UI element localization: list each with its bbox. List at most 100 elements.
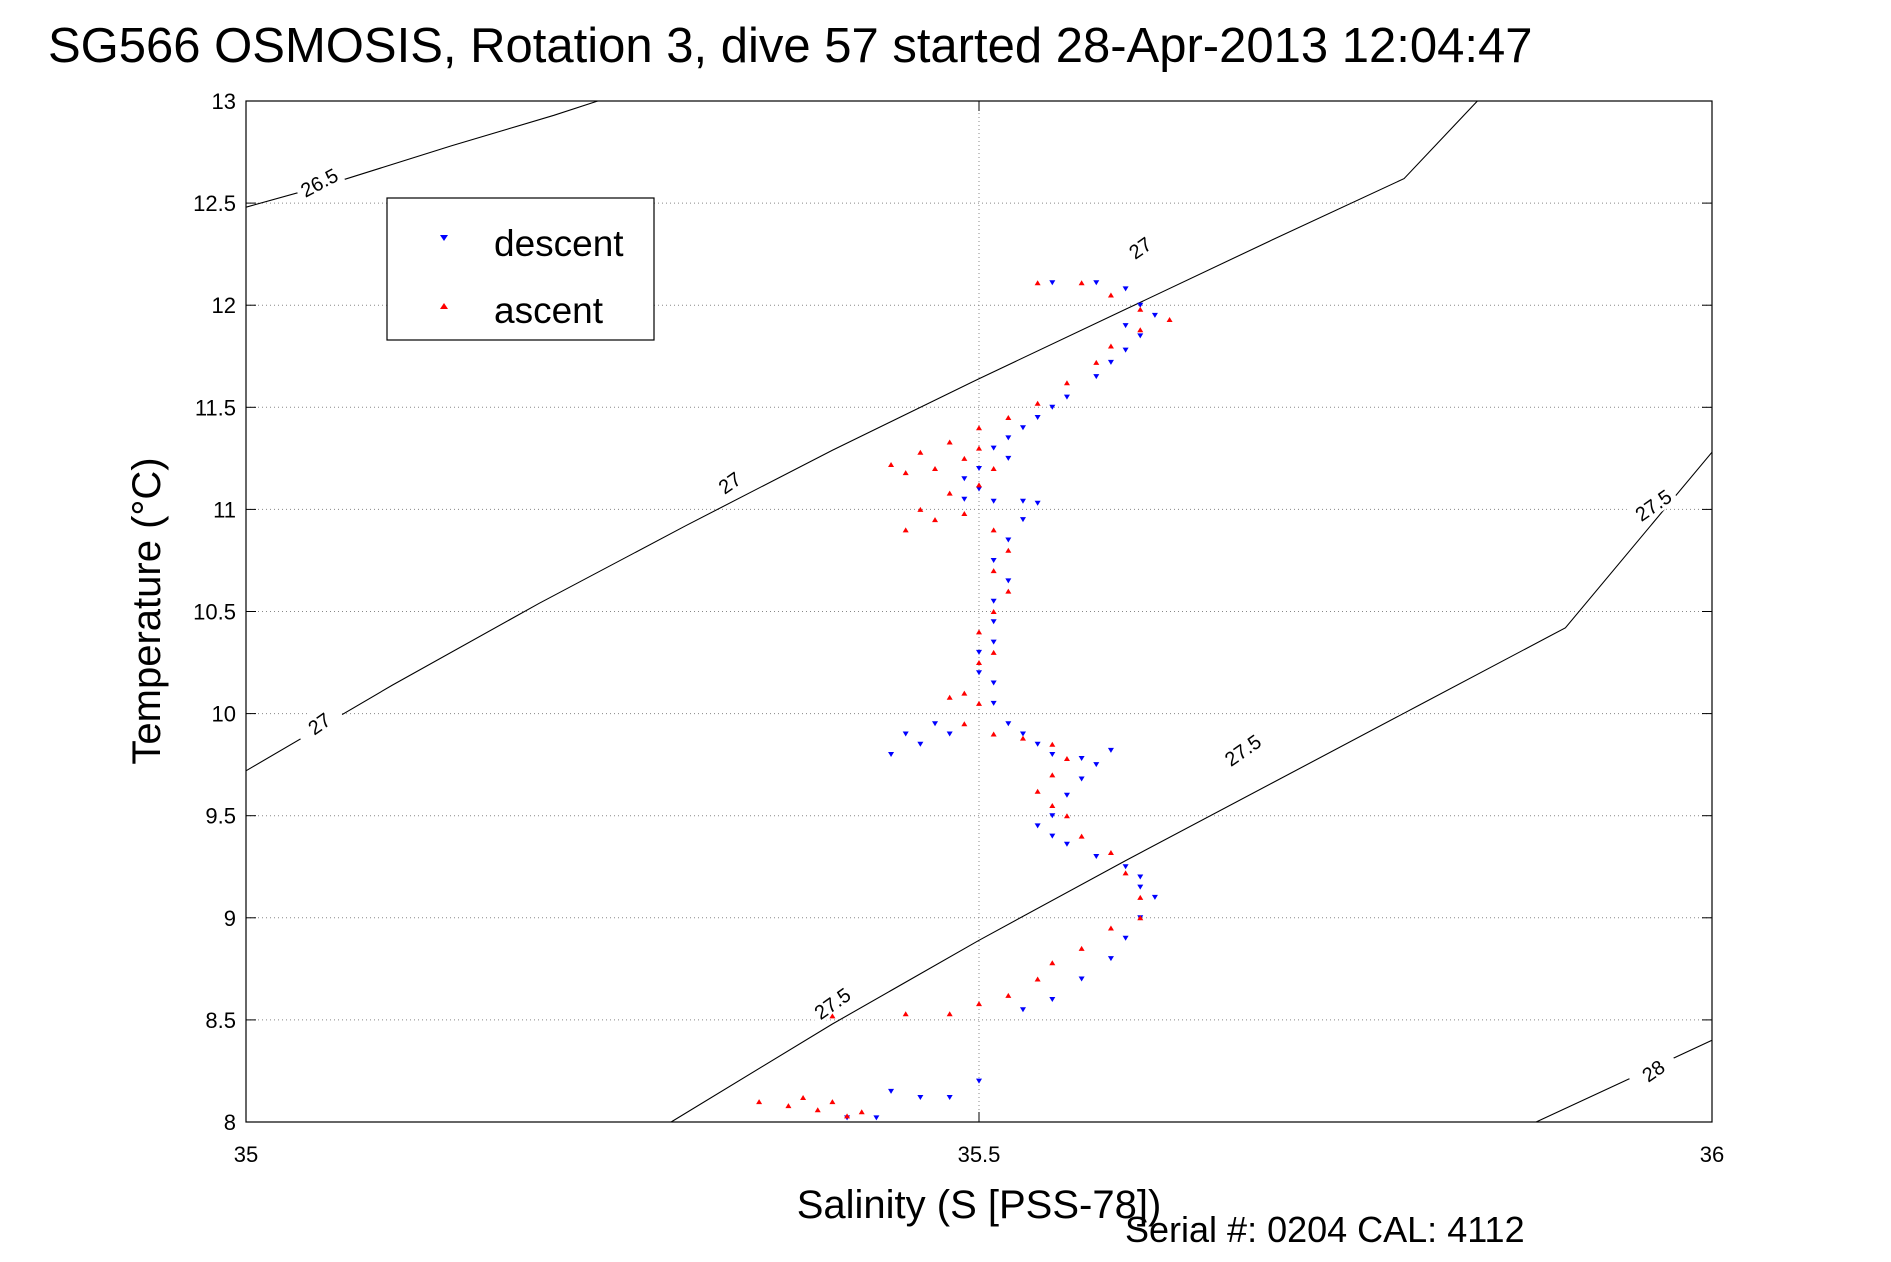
descent-point bbox=[1137, 302, 1144, 308]
contour-label-bg bbox=[1215, 725, 1269, 773]
descent-point bbox=[1049, 404, 1056, 410]
descent-point bbox=[1137, 884, 1144, 890]
ascent-point bbox=[961, 690, 968, 696]
ascent-point bbox=[888, 461, 895, 467]
descent-point bbox=[976, 670, 982, 676]
ascent-point bbox=[976, 445, 982, 451]
ascent-point bbox=[1019, 735, 1026, 741]
ascent-point bbox=[1063, 813, 1070, 819]
contour-label-bg bbox=[804, 978, 858, 1026]
ascent-point bbox=[829, 1099, 836, 1105]
descent-point bbox=[1137, 874, 1144, 880]
descent-point bbox=[1107, 359, 1114, 365]
x-axis-label: Salinity (S [PSS-78]) bbox=[797, 1183, 1162, 1227]
x-tick-label: 35 bbox=[234, 1142, 258, 1167]
legend-ascent-marker bbox=[440, 303, 448, 309]
ascent-point bbox=[1107, 292, 1114, 298]
contour-label-bg bbox=[291, 159, 346, 203]
descent-point bbox=[990, 639, 997, 645]
ascent-point bbox=[1078, 945, 1085, 951]
ascent-point bbox=[990, 466, 997, 472]
ascent-point bbox=[1034, 788, 1041, 794]
y-tick-label: 10 bbox=[212, 702, 236, 727]
descent-point bbox=[1019, 498, 1026, 504]
descent-point bbox=[1019, 731, 1026, 737]
ascent-point bbox=[1063, 380, 1070, 386]
ascent-point bbox=[844, 1113, 851, 1119]
contour-label-bg bbox=[1625, 1045, 1679, 1093]
descent-point bbox=[976, 1078, 982, 1084]
descent-point bbox=[990, 557, 997, 563]
ascent-point bbox=[1049, 802, 1056, 808]
descent-point bbox=[1034, 741, 1041, 747]
ascent-point bbox=[1034, 400, 1041, 406]
y-tick-label: 11 bbox=[213, 497, 236, 522]
descent-point bbox=[1019, 517, 1026, 523]
descent-point bbox=[976, 466, 982, 472]
ascent-point bbox=[932, 466, 939, 472]
contour-label-bg bbox=[1625, 480, 1679, 528]
descent-point bbox=[1093, 762, 1100, 768]
ascent-point bbox=[1049, 772, 1056, 778]
ascent-point bbox=[1005, 992, 1012, 998]
x-ticks: 35 35.5 36 bbox=[234, 101, 1724, 1167]
density-contour-27 bbox=[245, 100, 1478, 772]
descent-point bbox=[1093, 854, 1100, 860]
chart-title: SG566 OSMOSIS, Rotation 3, dive 57 start… bbox=[48, 19, 1532, 73]
ascent-point bbox=[1005, 588, 1012, 594]
descent-point bbox=[1049, 833, 1056, 839]
descent-point bbox=[946, 731, 953, 737]
ascent-point bbox=[858, 1109, 865, 1115]
y-tick-label: 8.5 bbox=[205, 1008, 236, 1033]
descent-point bbox=[1137, 333, 1144, 339]
y-tick-label: 11.5 bbox=[195, 395, 236, 420]
descent-point bbox=[1034, 823, 1041, 829]
descent-point bbox=[976, 649, 982, 655]
descent-point bbox=[917, 1094, 924, 1100]
ascent-point bbox=[1137, 306, 1144, 312]
descent-point bbox=[1063, 792, 1070, 798]
ascent-point bbox=[917, 506, 924, 512]
descent-point bbox=[917, 741, 924, 747]
descent-point bbox=[1034, 415, 1041, 421]
ascent-point bbox=[961, 455, 968, 461]
descent-point bbox=[1122, 347, 1129, 353]
ascent-point bbox=[976, 660, 982, 666]
descent-point bbox=[888, 1088, 895, 1094]
descent-point bbox=[990, 619, 997, 625]
ascent-point bbox=[785, 1103, 792, 1109]
descent-point bbox=[1063, 394, 1070, 400]
contour-label-bg bbox=[1112, 222, 1166, 270]
descent-point bbox=[990, 700, 997, 706]
ascent-point bbox=[990, 649, 997, 655]
descent-point bbox=[1107, 956, 1114, 962]
ascent-point bbox=[961, 721, 968, 727]
ascent-point bbox=[1122, 870, 1129, 876]
descent-point bbox=[946, 1094, 953, 1100]
density-contour-28 bbox=[1535, 1039, 1713, 1123]
serial-cal-footer: Serial #: 0204 CAL: 4112 bbox=[1125, 1209, 1525, 1250]
contour-label-bg bbox=[702, 457, 756, 505]
descent-point bbox=[1093, 374, 1100, 380]
y-tick-label: 9.5 bbox=[205, 804, 236, 829]
ascent-point bbox=[990, 609, 997, 614]
descent-point bbox=[990, 680, 997, 686]
ascent-point bbox=[1049, 960, 1056, 966]
ascent-point bbox=[946, 1011, 953, 1017]
contour-label-bg bbox=[291, 698, 345, 746]
descent-point bbox=[1049, 996, 1056, 1002]
density-contour-27.5 bbox=[670, 451, 1713, 1123]
descent-point bbox=[1122, 935, 1129, 941]
legend-descent-marker bbox=[440, 235, 448, 241]
ascent-point bbox=[1078, 833, 1085, 839]
x-tick-label: 35.5 bbox=[958, 1142, 1001, 1167]
legend: descent ascent bbox=[386, 197, 655, 341]
descent-point bbox=[1049, 751, 1056, 757]
descent-point bbox=[1019, 1007, 1026, 1013]
ascent-point bbox=[932, 517, 939, 523]
descent-point bbox=[1151, 894, 1158, 900]
descent-point bbox=[1151, 312, 1158, 318]
y-tick-label: 13 bbox=[212, 89, 236, 114]
legend-box bbox=[386, 197, 655, 341]
